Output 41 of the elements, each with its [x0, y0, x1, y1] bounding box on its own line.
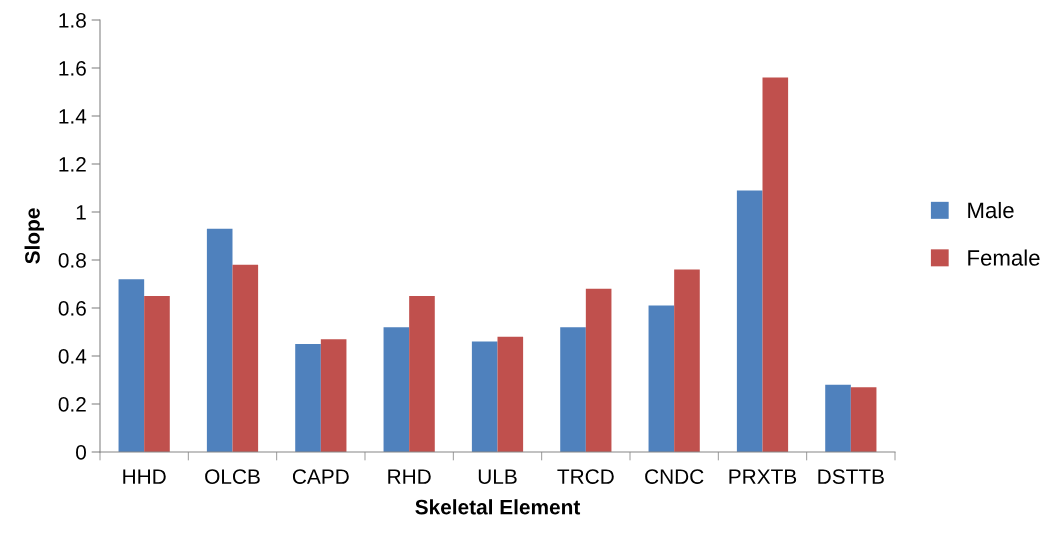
bar [144, 296, 170, 452]
x-tick-label: CAPD [292, 469, 349, 484]
y-tick-label: 1.2 [59, 157, 86, 172]
x-tick-label: DSTTB [818, 469, 884, 484]
legend-label: Female [968, 249, 1040, 266]
x-tick-label: OLCB [205, 469, 260, 484]
y-tick-label: 1 [76, 205, 86, 220]
y-tick-label: 0 [76, 445, 86, 460]
x-tick-label: HHD [123, 469, 166, 484]
bar [762, 77, 789, 452]
y-tick-label: 0.6 [58, 301, 86, 316]
y-tick-label: 1.8 [59, 13, 86, 28]
bar [674, 269, 700, 452]
bar [585, 288, 612, 452]
y-axis-title: Slope [24, 208, 44, 264]
bar [232, 264, 259, 452]
y-tick-label: 0.4 [58, 349, 87, 364]
bar [320, 339, 347, 452]
y-tick-label: 0.8 [58, 253, 86, 268]
legend-label: Male [968, 201, 1014, 219]
bar [295, 344, 321, 452]
y-tick-label: 1.6 [59, 61, 86, 76]
bar [648, 305, 675, 452]
bar [206, 228, 233, 452]
x-tick-label: PRXTB [729, 469, 797, 484]
x-tick-label: RHD [388, 469, 431, 484]
x-tick-label: ULB [478, 469, 517, 484]
x-tick-label: CNDC [645, 469, 704, 484]
bar [497, 336, 524, 452]
bar [560, 327, 586, 452]
y-tick-label: 0.2 [58, 397, 86, 412]
bar [825, 384, 851, 452]
bar [736, 190, 763, 452]
y-tick-label: 1.4 [59, 109, 87, 124]
bar [409, 296, 435, 452]
x-axis-title: Skeletal Element [415, 499, 581, 515]
bar [471, 341, 498, 452]
bar [850, 387, 877, 452]
bar [383, 327, 410, 452]
bar [118, 279, 145, 452]
x-tick-label: TRCD [557, 469, 614, 484]
